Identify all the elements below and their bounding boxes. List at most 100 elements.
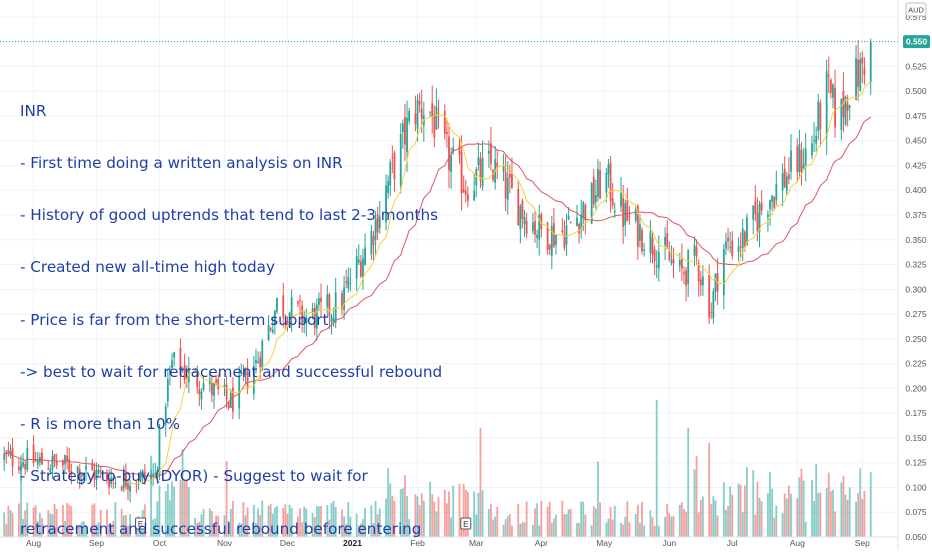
- candle-body: [68, 458, 71, 472]
- volume-bar: [261, 500, 264, 537]
- volume-bar: [435, 511, 438, 537]
- candle-body: [611, 198, 614, 206]
- y-tick-label: 0.075: [905, 507, 927, 517]
- candle-body: [51, 455, 54, 470]
- candle-body: [597, 169, 599, 197]
- candle-body: [460, 151, 463, 194]
- earnings-marker: [135, 517, 147, 530]
- volume-bar: [504, 519, 507, 537]
- candle-body: [576, 217, 578, 227]
- volume-bar: [273, 507, 276, 537]
- y-tick-label: 0.400: [905, 185, 927, 195]
- volume-bar: [355, 513, 358, 537]
- volume-bar: [120, 508, 123, 537]
- volume-bar: [158, 485, 161, 537]
- volume-bar: [359, 523, 362, 537]
- volume-bar: [169, 499, 171, 537]
- volume-bar: [708, 442, 711, 537]
- candle-body: [122, 473, 125, 489]
- volume-bar: [376, 514, 379, 537]
- volume-bar: [756, 481, 759, 537]
- x-tick-label: Apr: [535, 538, 548, 548]
- volume-bar: [122, 515, 125, 537]
- candle-body: [464, 190, 467, 195]
- volume-bar: [655, 399, 658, 537]
- volume-bar: [152, 519, 155, 537]
- y-tick-label: 0.450: [905, 136, 927, 146]
- volume-bar: [840, 482, 843, 537]
- candle-body: [466, 194, 469, 201]
- candle-body: [183, 364, 186, 381]
- y-tick-label: 0.475: [905, 111, 927, 121]
- x-tick-label: May: [596, 538, 613, 548]
- candle-body: [404, 116, 406, 145]
- volume-bar: [91, 504, 94, 537]
- candle-body: [208, 378, 211, 385]
- volume-bar: [842, 475, 845, 537]
- volume-bar: [846, 499, 849, 537]
- candle-body: [433, 114, 436, 138]
- volume-bar: [848, 487, 851, 537]
- candle-body: [240, 372, 243, 375]
- volume-bar: [70, 506, 73, 537]
- candle-body: [372, 236, 375, 246]
- volume-bar: [685, 511, 687, 537]
- volume-bar: [511, 525, 513, 537]
- candle-body: [546, 222, 549, 250]
- candle-body: [169, 369, 171, 375]
- candle-body: [594, 195, 597, 203]
- volume-bar: [508, 514, 511, 537]
- candle-body: [517, 188, 520, 226]
- volume-bar: [622, 524, 625, 537]
- candle-body: [840, 98, 843, 130]
- candle-body: [565, 225, 568, 245]
- candle-body: [672, 258, 675, 264]
- volume-bar: [487, 508, 490, 537]
- currency-badge[interactable]: AUD: [905, 2, 927, 17]
- volume-bar: [259, 514, 262, 537]
- candle-body: [257, 361, 259, 363]
- candle-body: [827, 74, 830, 77]
- candle-body: [607, 164, 610, 175]
- candle-body: [198, 389, 201, 395]
- volume-bar: [393, 500, 396, 537]
- volume-bar: [404, 475, 406, 537]
- candle-body: [7, 450, 10, 453]
- candle-body: [678, 260, 681, 266]
- candle-body: [832, 84, 834, 98]
- candle-body: [462, 189, 465, 193]
- volume-bar: [108, 524, 111, 537]
- candle-body: [767, 214, 769, 217]
- volume-bar: [408, 519, 411, 537]
- volume-bar: [746, 467, 748, 537]
- y-tick-label: 0.100: [905, 482, 927, 492]
- candle-body: [790, 150, 792, 172]
- volume-bar: [114, 502, 117, 537]
- volume-bar: [399, 489, 402, 537]
- candle-body: [502, 165, 505, 173]
- volume-bar: [609, 506, 612, 537]
- candle-body: [152, 473, 155, 476]
- candle-body: [200, 391, 203, 400]
- candle-body: [166, 379, 169, 402]
- volume-bar: [429, 481, 432, 537]
- candle-body: [756, 213, 759, 232]
- volume-bar: [311, 513, 314, 537]
- candle-body: [628, 216, 631, 218]
- volume-bar: [231, 500, 234, 537]
- candle-body: [605, 172, 608, 193]
- candle-body: [620, 193, 622, 207]
- volume-bar: [389, 483, 392, 537]
- volume-bar: [276, 506, 278, 537]
- candle-body: [70, 471, 73, 475]
- candle-body: [345, 281, 348, 284]
- volume-bar: [255, 522, 257, 537]
- volume-bar: [450, 517, 453, 537]
- candle-body: [787, 174, 790, 179]
- candle-body: [64, 454, 66, 465]
- candle-body: [448, 136, 450, 171]
- candle-body: [443, 110, 446, 134]
- volume-bar: [401, 488, 404, 537]
- candle-body: [670, 260, 673, 264]
